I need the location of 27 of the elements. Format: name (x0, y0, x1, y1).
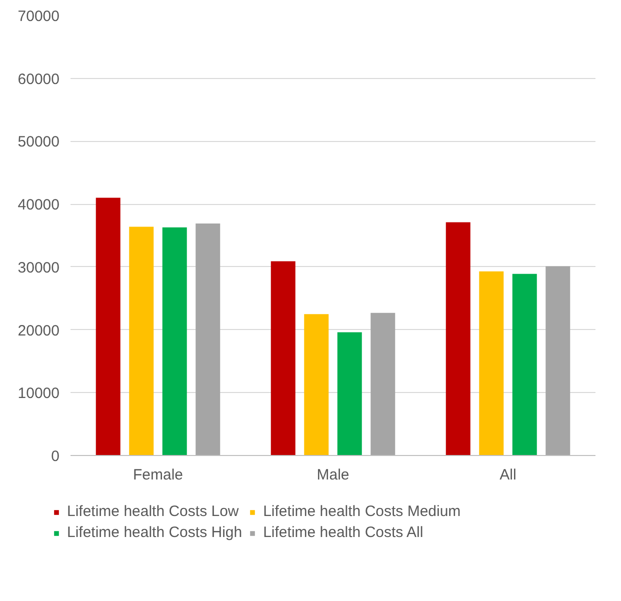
legend-label: Lifetime health Costs High (67, 524, 242, 541)
legend-label: Lifetime health Costs Medium (263, 503, 461, 520)
bar (196, 224, 220, 456)
y-tick-label: 10000 (18, 385, 60, 402)
bar (129, 226, 154, 456)
y-tick-label: 70000 (18, 8, 60, 25)
y-tick-label: 20000 (18, 322, 60, 340)
bar (337, 332, 362, 456)
bar (446, 222, 470, 456)
bar (370, 312, 396, 456)
legend-label: Lifetime health Costs Low (67, 503, 239, 520)
y-tick-label: 60000 (18, 70, 60, 88)
bar (479, 271, 504, 456)
bar (96, 198, 120, 456)
bar (304, 314, 329, 456)
y-tick-label: 40000 (18, 196, 60, 214)
y-tick-label: 50000 (18, 134, 60, 151)
bar (270, 261, 296, 456)
y-tick-label: 30000 (18, 259, 60, 276)
x-tick-label: Male (316, 466, 350, 484)
bar (162, 227, 187, 456)
bar (546, 266, 570, 456)
x-tick-label: All (500, 466, 516, 484)
bar (512, 274, 537, 456)
legend-label: Lifetime health Costs All (263, 524, 424, 541)
y-tick-label: 0 (51, 448, 60, 465)
x-tick-label: Female (132, 466, 184, 484)
